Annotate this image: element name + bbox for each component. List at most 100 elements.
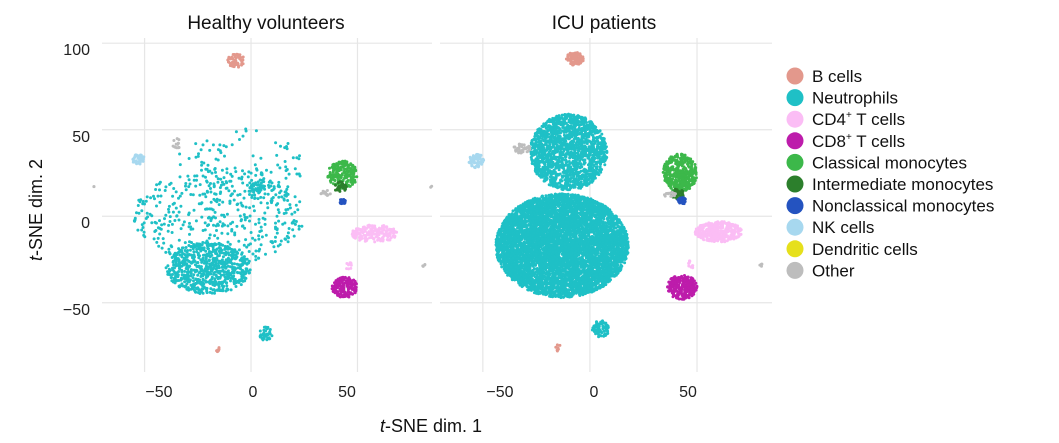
data-point [554,345,558,349]
data-point [194,219,198,223]
data-point [189,227,193,231]
data-point [213,167,217,170]
data-point [274,227,278,231]
data-point [277,180,281,184]
data-point [240,203,244,207]
data-point [206,270,210,274]
data-point [162,241,166,245]
data-point [196,278,200,282]
data-point [331,173,335,177]
data-point [240,251,244,255]
data-point [220,180,224,184]
data-point [252,209,256,213]
data-point [337,160,341,164]
data-point [336,187,339,191]
data-point [291,156,295,160]
data-point [200,163,204,167]
data-point [259,195,263,199]
data-point [331,289,335,293]
data-point [224,266,228,270]
data-point [343,198,347,202]
data-point [224,276,228,280]
data-point [231,53,235,56]
data-point [207,215,211,219]
data-point [623,261,627,265]
data-point [340,180,344,184]
data-point [286,199,290,202]
data-point [214,192,218,196]
data-point [136,204,140,207]
data-point [194,184,198,188]
data-point [174,190,178,194]
data-point [174,206,178,210]
data-point [168,215,172,219]
data-point [354,236,357,239]
data-point [576,61,580,64]
data-point [225,167,229,171]
data-point [273,250,277,254]
data-point [283,221,287,225]
data-point [268,330,272,334]
data-point [247,170,251,174]
data-point [177,284,181,288]
data-point [283,146,287,150]
data-point [188,248,192,252]
data-point [195,178,198,182]
data-point [145,195,149,199]
data-point [274,141,278,145]
data-point [204,195,208,199]
data-point [222,176,226,180]
data-point [238,214,242,218]
data-point [349,169,353,173]
data-point [330,165,334,169]
data-point [571,63,575,67]
data-point [330,287,334,291]
data-point [389,236,393,240]
data-point [248,193,251,196]
data-point [197,256,201,260]
data-point [381,238,385,242]
data-point [347,281,351,285]
data-point [239,283,243,287]
data-point [209,190,213,194]
data-point [230,184,234,188]
data-point [216,236,220,240]
data-point [254,173,258,177]
data-point [267,185,271,189]
data-point [224,180,228,184]
cluster-b-cells [226,52,245,69]
data-point [140,223,144,227]
data-point [229,222,233,226]
data-point [201,143,205,147]
data-point [184,182,188,185]
data-point [231,271,234,275]
data-point [300,224,304,228]
data-point [223,154,226,158]
data-point [298,200,302,204]
data-point [154,188,158,191]
data-point [263,222,267,226]
data-point [187,211,191,215]
data-point [204,249,208,253]
data-point [262,331,266,335]
data-point [136,154,140,158]
data-point [225,288,229,292]
data-point [286,240,290,244]
data-point [242,213,246,217]
data-point [159,194,163,198]
data-point [216,223,220,227]
data-point [195,247,199,251]
data-point [138,200,142,204]
data-point [164,266,168,270]
data-point [132,156,136,160]
data-point [209,219,213,223]
data-point [210,291,214,295]
data-point [363,236,367,240]
data-point [219,151,223,155]
data-point [294,220,298,223]
cluster-b-cells [564,51,585,67]
data-point [167,247,171,251]
data-point [171,144,175,148]
data-point [286,185,290,189]
data-point [421,264,425,268]
